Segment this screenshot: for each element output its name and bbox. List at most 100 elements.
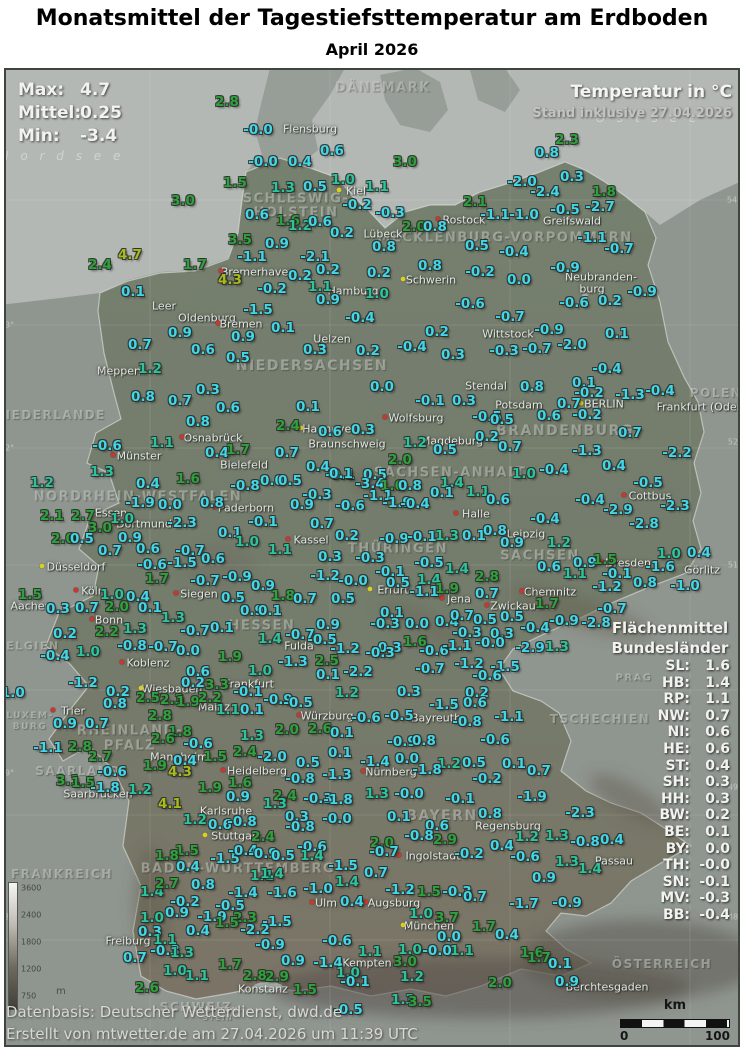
region-label: THÜRINGEN — [348, 541, 448, 557]
temp-value: 1.9 — [143, 758, 167, 774]
city-label: Bremen — [219, 317, 263, 331]
temp-value: 0.9 — [281, 953, 305, 969]
city-label: Bayreuth — [410, 711, 462, 725]
temp-value: 0.1 — [330, 725, 354, 741]
temp-value: 1.3 — [170, 945, 194, 961]
temp-value: 0.3 — [441, 347, 465, 363]
temp-value: 1.0 — [512, 466, 536, 482]
temp-value: 0.7 — [310, 516, 334, 532]
city-dot — [220, 767, 226, 773]
temp-value: 2.1 — [463, 194, 487, 210]
city-dot — [50, 707, 56, 713]
temp-value: 2.2 — [95, 624, 119, 640]
temp-value: -1.9 — [197, 909, 227, 925]
temp-value: -2.2 — [343, 664, 373, 680]
city-label: Uelzen — [313, 332, 351, 346]
temp-value: -2.3 — [167, 515, 197, 531]
temp-value: 1.1 — [150, 435, 174, 451]
temp-value: 1.7 — [226, 442, 250, 458]
temp-value: 0.4 — [186, 923, 210, 939]
temp-value: 0.2 — [475, 429, 499, 445]
legend-title: Temperatur in °C — [570, 82, 733, 102]
temp-value: 0.9 — [316, 292, 340, 308]
city-dot — [218, 268, 224, 274]
graticule-label: 49° — [4, 768, 15, 778]
temp-value: 0.5 — [221, 590, 245, 606]
temp-value: -0.3 — [365, 645, 395, 661]
temp-value: 0.6 — [136, 541, 160, 557]
region-label: SCHLESWIG- — [242, 191, 350, 207]
panel-row: HB: 1.4 — [610, 675, 730, 692]
temp-value: 0.5 — [465, 238, 489, 254]
temp-value: 0.1 — [121, 284, 145, 300]
temp-value: -0.7 — [495, 309, 525, 325]
temp-value: 0.9 — [290, 497, 314, 513]
temp-value: 3.0 — [88, 520, 112, 536]
temp-value: -1.1 — [480, 207, 510, 223]
temp-value: -0.4 — [539, 462, 569, 478]
city-dot — [439, 595, 445, 601]
graticule-lines — [6, 70, 738, 1045]
temp-value: 0.4 — [205, 445, 229, 461]
temp-value: -0.2 — [465, 264, 495, 280]
temp-value: 0.3 — [46, 601, 70, 617]
temp-value: 0.7 — [293, 591, 317, 607]
temp-value: 0.2 — [425, 324, 449, 340]
temp-value: 0.1 — [548, 956, 572, 972]
temp-value: 0.5 — [271, 848, 295, 864]
temp-value: -0.0 — [422, 943, 452, 959]
panel-row: HH: 0.3 — [610, 791, 730, 808]
temp-value: 2.9 — [433, 832, 457, 848]
temp-value: 2.4 — [88, 257, 112, 273]
temp-value: -2.0 — [557, 337, 587, 353]
temp-value: 1.3 — [391, 992, 415, 1008]
temp-value: -0.9 — [552, 895, 582, 911]
temp-value: -0.7 — [175, 543, 205, 559]
city-label: Rostock — [442, 213, 486, 227]
temp-value: -1.5 — [210, 851, 240, 867]
temp-value: 0.4 — [176, 859, 200, 875]
temp-value: 0.6 — [463, 695, 487, 711]
temp-value: 0.8 — [131, 389, 155, 405]
temp-value: -0.0 — [248, 154, 278, 170]
temp-value: 2.8 — [475, 569, 499, 585]
temp-value: 0.5 — [500, 609, 524, 625]
temp-value: 1.0 — [365, 286, 389, 302]
region-label: SCHWEIZ — [159, 1000, 233, 1014]
region-label: BADEN-WÜRTTEMBERG — [140, 861, 336, 877]
temp-value: -2.2 — [240, 922, 270, 938]
temp-value: 0.6 — [186, 664, 210, 680]
sea-area — [6, 70, 738, 305]
stat-value: -3.4 — [80, 126, 118, 146]
temp-value: -1.3 — [322, 767, 352, 783]
temp-value: -1.5 — [328, 858, 358, 874]
temp-value: 1.5 — [175, 843, 199, 859]
temp-value: 0.5 — [490, 412, 514, 428]
temp-value: -0.1 — [415, 393, 445, 409]
temp-value: 0.7 — [98, 543, 122, 559]
elevation-tick: 1200 — [21, 964, 42, 974]
panel-state-label: BB: — [663, 906, 690, 923]
temp-value: 1.1 — [358, 944, 382, 960]
temp-value: 0.4 — [687, 545, 711, 561]
temp-value: -1.9 — [382, 495, 412, 511]
temp-value: -1.2 — [68, 675, 98, 691]
temp-value: 0.4 — [490, 838, 514, 854]
temp-value: 1.5 — [293, 982, 317, 998]
temp-value: 0.4 — [602, 458, 626, 474]
panel-state-label: RP: — [663, 691, 690, 708]
temp-value: -1.3 — [615, 387, 645, 403]
temp-value: 2.4 — [233, 744, 257, 760]
temp-value: -0.0 — [394, 786, 424, 802]
temp-value: -0.9 — [263, 692, 293, 708]
temp-value: 2.7 — [88, 749, 112, 765]
temp-value: -0.5 — [384, 708, 414, 724]
temp-value: 1.1 — [563, 566, 587, 582]
temp-value: 0.9 — [251, 578, 275, 594]
city-label: Bremerhaven — [220, 265, 296, 279]
temp-value: 1.5 — [18, 587, 42, 603]
temp-value: 1.9 — [198, 780, 222, 796]
city-label: Köln — [81, 584, 105, 598]
temp-value: 1.0 — [657, 546, 681, 562]
temp-value: -0.8 — [285, 819, 315, 835]
